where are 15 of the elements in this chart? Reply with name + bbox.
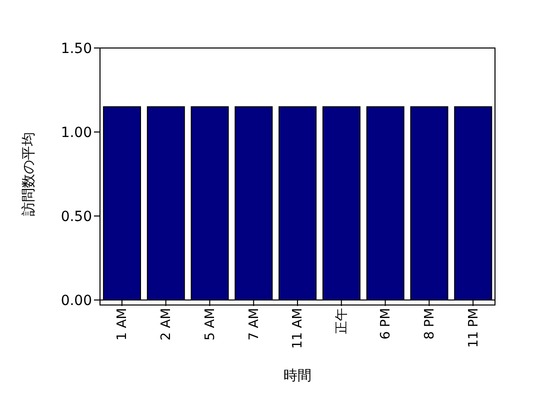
x-tick-label: 11 PM bbox=[466, 308, 482, 348]
x-tick-label: 2 AM bbox=[159, 308, 174, 341]
x-tick-label: 8 PM bbox=[422, 308, 438, 340]
y-tick-label: 0.50 bbox=[60, 208, 92, 225]
x-tick-label: 7 AM bbox=[246, 308, 262, 341]
x-tick-label: 5 AM bbox=[202, 308, 218, 341]
y-tick-label: 1.00 bbox=[60, 124, 92, 141]
x-tick-label: 6 PM bbox=[378, 308, 394, 340]
y-tick-label: 0.00 bbox=[60, 292, 92, 309]
x-tick-label: 1 AM bbox=[115, 308, 130, 341]
y-axis-title: 訪問数の平均 bbox=[20, 132, 37, 216]
x-tick-label: 正午 bbox=[334, 308, 350, 334]
y-tick-label: 1.50 bbox=[60, 40, 92, 57]
x-tick-label: 11 AM bbox=[290, 308, 306, 349]
x-axis-title: 時間 bbox=[284, 368, 312, 384]
